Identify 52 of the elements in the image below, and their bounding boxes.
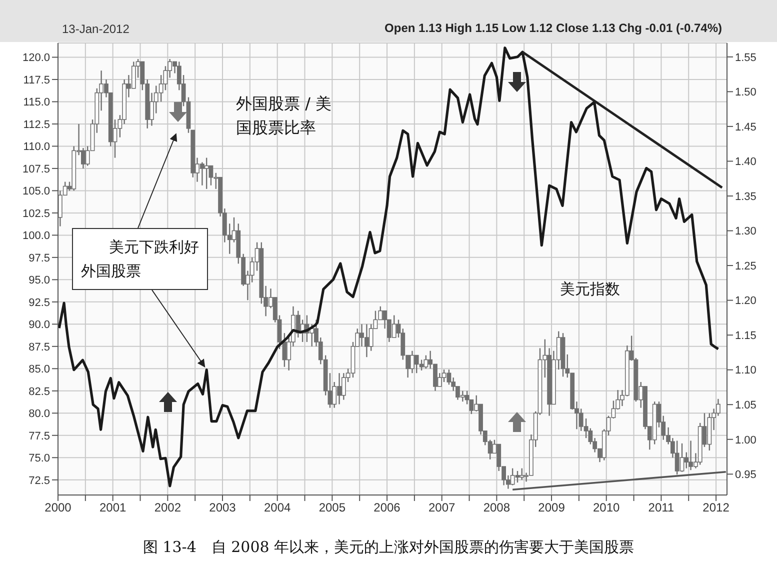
- y-tick-label: 102.5: [22, 208, 50, 220]
- y-tick-label: 90.0: [28, 319, 50, 332]
- y-tick-label: 80.0: [28, 408, 50, 420]
- x-tick-label: 2007: [428, 500, 456, 515]
- x-tick-label: 2012: [702, 500, 730, 515]
- y-tick-label: 75.0: [28, 452, 50, 465]
- y-tick-label: 117.5: [23, 74, 50, 86]
- y2-tick-label: 1.55: [735, 52, 756, 64]
- y2-tick-label: 1.15: [735, 330, 756, 342]
- y2-tick-label: 1.25: [735, 260, 756, 272]
- y-tick-label: 100.0: [22, 230, 50, 242]
- y-tick-label: 120.0: [22, 52, 50, 64]
- x-tick-label: 2002: [154, 500, 182, 515]
- chart-subtitle: 13-Jan-2012: [62, 22, 130, 36]
- y2-tick-label: 1.10: [735, 364, 756, 377]
- y-tick-label: 85.0: [28, 364, 50, 376]
- y-tick-label: 105.0: [22, 186, 50, 198]
- x-tick-label: 2008: [483, 500, 510, 515]
- x-tick-label: 2011: [648, 500, 674, 515]
- y-tick-label: 115.0: [23, 96, 50, 109]
- annotation: 美元指数: [560, 280, 620, 299]
- y-tick-label: 77.5: [28, 430, 50, 442]
- y-tick-label: 97.5: [28, 252, 50, 264]
- y-tick-label: 112.5: [23, 118, 50, 131]
- x-tick-label: 2009: [538, 500, 566, 515]
- annotation: 美元下跌利好外国股票: [72, 228, 208, 290]
- y2-tick-label: 1.40: [735, 156, 756, 168]
- y2-tick-label: 1.20: [735, 295, 756, 308]
- y-tick-label: 87.5: [28, 341, 50, 354]
- y-tick-label: 82.5: [28, 386, 50, 398]
- x-tick-label: 2010: [593, 500, 620, 515]
- y-tick-label: 110.0: [23, 141, 50, 154]
- y2-tick-label: 1.50: [735, 86, 756, 99]
- x-tick-label: 2004: [264, 500, 292, 515]
- y2-tick-label: 1.05: [735, 400, 756, 412]
- y2-tick-label: 0.95: [735, 469, 756, 482]
- x-tick-label: 2006: [374, 500, 401, 515]
- y2-tick-label: 1.30: [735, 226, 756, 238]
- y2-tick-label: 1.35: [735, 190, 756, 203]
- text: Open 1.13 High 1.15 Low 1.12 Close 1.13 Chg -0.01 (-0.74%): [384, 21, 722, 35]
- x-tick-label: 2005: [318, 500, 346, 515]
- y2-tick-label: 1.00: [735, 434, 756, 446]
- annotation: 外国股票 / 美国股票比率: [236, 93, 333, 139]
- y2-tick-label: 1.45: [735, 121, 756, 134]
- x-tick-label: 2003: [209, 500, 236, 515]
- x-tick-label: 2000: [44, 500, 72, 515]
- y-tick-label: 72.5: [28, 474, 50, 487]
- y-tick-label: 107.5: [22, 163, 50, 176]
- y-tick-label: 92.5: [28, 296, 50, 309]
- y-tick-label: 95.0: [28, 274, 50, 287]
- x-tick-label: 2001: [99, 500, 127, 515]
- caption: 图 13-4 自 2008 年以来，美元的上涨对外国股票的伤害要大于美国股票: [142, 538, 636, 557]
